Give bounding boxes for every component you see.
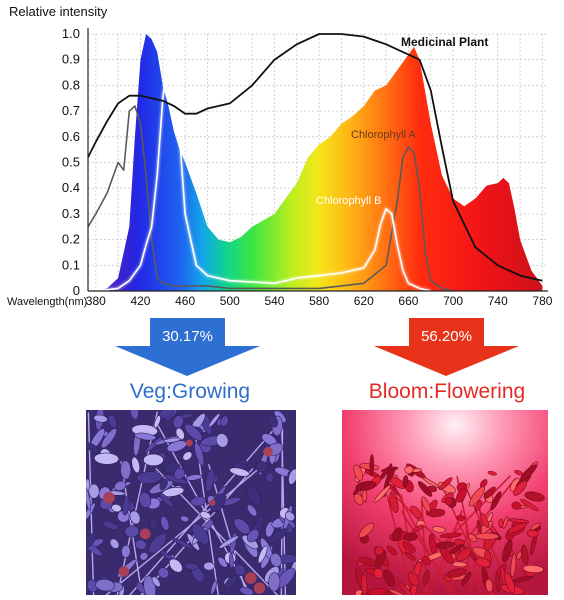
veg-arrow: 30.17% (115, 318, 260, 376)
series-line-medicinal-plant (87, 33, 543, 282)
y-tick-label: 0 (73, 283, 80, 298)
down-arrow-icon (115, 318, 260, 376)
y-tick-label: 0.4 (62, 180, 80, 195)
bloom-arrow: 56.20% (374, 318, 519, 376)
annotation-medicinal-plant: Medicinal Plant (401, 35, 488, 49)
y-tick-label: 0.8 (62, 77, 80, 92)
x-tick-label: 420 (130, 294, 150, 308)
y-tick-label: 0.6 (62, 129, 80, 144)
veg-caption: Veg:Growing (129, 380, 251, 403)
x-tick-label: 620 (354, 294, 374, 308)
chart-ticks: 0 0.1 0.2 0.3 0.4 0.5 0.6 0.7 0.8 0.9 1.0 380 420 460… (62, 26, 553, 308)
x-tick-label: 740 (488, 294, 508, 308)
chart-axes (87, 28, 548, 292)
y-tick-label: 0.9 (62, 52, 80, 67)
veg-percent: 30.17% (162, 328, 213, 345)
led-spectrum-area (95, 34, 543, 291)
chart-areas (95, 34, 543, 291)
series-line-chlorophyll-a (87, 105, 454, 292)
y-tick-label: 0.1 (62, 257, 80, 272)
down-arrow-icon (374, 318, 519, 376)
bloom-plant-photo (342, 410, 548, 595)
x-tick-label: 460 (175, 294, 195, 308)
annotation-chlorophyll-b: Chlorophyll B (316, 195, 381, 207)
x-tick-label: 580 (309, 294, 329, 308)
y-tick-label: 0.7 (62, 103, 80, 118)
y-tick-label: 0.5 (62, 155, 80, 170)
y-tick-label: 0.3 (62, 206, 80, 221)
y-tick-label: 0.2 (62, 232, 80, 247)
x-tick-label: 540 (264, 294, 284, 308)
x-tick-label: 660 (398, 294, 418, 308)
veg-plant-photo (86, 410, 296, 595)
bloom-percent: 56.20% (421, 328, 472, 345)
bloom-caption: Bloom:Flowering (368, 380, 526, 403)
x-axis-label: Wavelength(nm) (7, 296, 87, 308)
x-tick-label: 380 (86, 294, 106, 308)
chart-lines (87, 33, 543, 293)
series-line-chlorophyll-b (95, 53, 431, 292)
spectrum-chart: 0 0.1 0.2 0.3 0.4 0.5 0.6 0.7 0.8 0.9 1.0 380 420 460… (7, 4, 553, 308)
x-tick-label: 780 (532, 294, 552, 308)
x-tick-label: 700 (443, 294, 463, 308)
x-tick-label: 500 (220, 294, 240, 308)
y-tick-label: 1.0 (62, 26, 80, 41)
y-axis-label: Relative intensity (9, 4, 108, 19)
annotation-chlorophyll-a: Chlorophyll A (351, 129, 416, 141)
